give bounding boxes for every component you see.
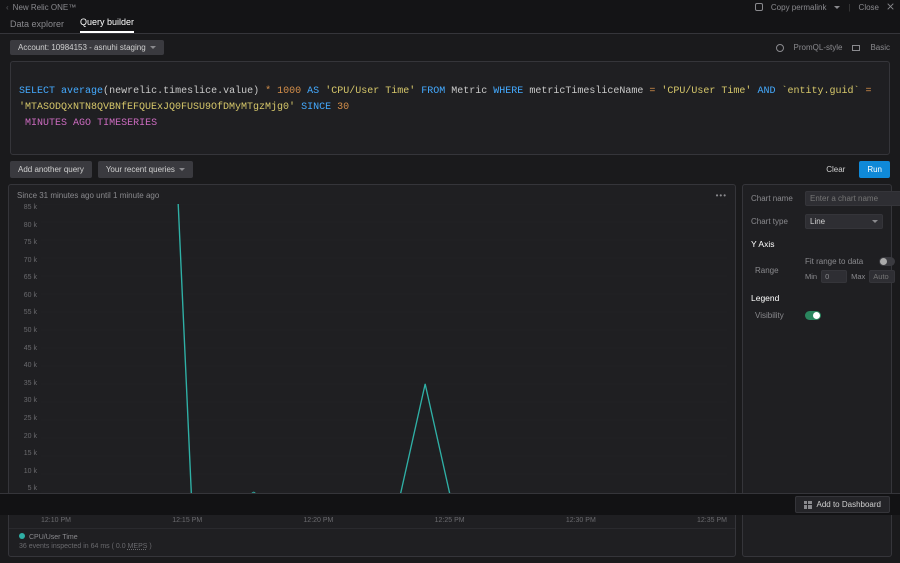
chart-body: 85 k80 k75 k70 k65 k60 k55 k50 k45 k40 k… xyxy=(9,202,735,528)
kw-select: SELECT xyxy=(19,86,55,97)
close-icon[interactable] xyxy=(887,3,894,12)
recent-label: Your recent queries xyxy=(106,165,175,174)
add-query-label: Add another query xyxy=(18,165,84,174)
legend-label: CPU/User Time xyxy=(29,534,78,541)
query-editor[interactable]: SELECT average(newrelic.timeslice.value)… xyxy=(10,61,890,155)
where-field: metricTimesliceName xyxy=(529,86,643,97)
tab-query-builder[interactable]: Query builder xyxy=(80,17,134,33)
chart-footer: CPU/User Time 36 events inspected in 64 … xyxy=(9,528,735,556)
chevron-down-icon xyxy=(150,46,156,49)
chart-type-label: Chart type xyxy=(751,217,799,226)
tabs: Data explorer Query builder xyxy=(0,14,900,34)
add-query-button[interactable]: Add another query xyxy=(10,161,92,178)
y-axis: 85 k80 k75 k70 k65 k60 k55 k50 k45 k40 k… xyxy=(17,204,37,510)
meps-link[interactable]: MEPS xyxy=(128,543,148,550)
metric-path: newrelic.timeslice.value xyxy=(109,86,253,97)
x-axis: 12:10 PM12:15 PM12:20 PM12:25 PM12:30 PM… xyxy=(41,517,727,524)
kw-from: FROM xyxy=(421,86,445,97)
close-button[interactable]: Close xyxy=(859,3,879,12)
max-input[interactable] xyxy=(869,270,895,283)
num-1000: 1000 xyxy=(277,86,301,97)
kw-ago: AGO xyxy=(73,118,91,129)
promql-toggle[interactable]: PromQL-style xyxy=(794,43,843,52)
account-picker[interactable]: Account: 10984153 - asnuhi staging xyxy=(10,40,164,55)
visibility-row: Visibility xyxy=(751,311,883,320)
eq1: = xyxy=(649,86,655,97)
chart-name-label: Chart name xyxy=(751,194,799,203)
clear-label: Clear xyxy=(826,165,845,174)
kw-where: WHERE xyxy=(493,86,523,97)
add-to-dashboard-label: Add to Dashboard xyxy=(817,500,882,509)
minmax-row: Min Max xyxy=(805,270,895,283)
chart-name-input[interactable] xyxy=(805,191,900,206)
kw-timeseries: TIMESERIES xyxy=(97,118,157,129)
min-label: Min xyxy=(805,272,817,281)
fn-average: average xyxy=(61,86,103,97)
since-val: 30 xyxy=(337,102,349,113)
gear-icon xyxy=(776,44,784,52)
chart-type-value: Line xyxy=(810,217,825,226)
copy-permalink-button[interactable]: Copy permalink xyxy=(771,3,827,12)
legend-color-icon xyxy=(19,533,25,539)
kw-as: AS xyxy=(307,86,319,97)
divider: | xyxy=(848,3,850,12)
permalink-icon xyxy=(755,3,763,11)
chart-menu-button[interactable]: ••• xyxy=(716,191,727,200)
yaxis-heading: Y Axis xyxy=(751,239,883,249)
app-topbar: ‹ New Relic ONE™ Copy permalink | Close xyxy=(0,0,900,14)
basic-toggle[interactable]: Basic xyxy=(870,43,890,52)
alias: 'CPU/User Time' xyxy=(325,86,415,97)
time-range-label: Since 31 minutes ago until 1 minute ago xyxy=(17,191,159,200)
chart-type-row: Chart type Line xyxy=(751,214,883,229)
guid-val: 'MTASODQxNTN8QVBNfEFQUExJQ0FUSU9OfDMyMTg… xyxy=(19,102,295,113)
tab-data-explorer[interactable]: Data explorer xyxy=(10,19,64,33)
fit-range-toggle[interactable] xyxy=(879,257,895,266)
basic-icon xyxy=(852,45,860,51)
fit-range-label: Fit range to data xyxy=(805,257,863,266)
back-icon[interactable]: ‹ xyxy=(6,3,9,12)
clear-button[interactable]: Clear xyxy=(818,161,853,178)
query-editor-wrap: SELECT average(newrelic.timeslice.value)… xyxy=(0,61,900,155)
brand: New Relic ONE™ xyxy=(13,3,77,12)
kw-and: AND xyxy=(757,86,775,97)
range-label: Range xyxy=(751,266,799,275)
recent-queries-button[interactable]: Your recent queries xyxy=(98,161,193,178)
guid-field: `entity.guid` xyxy=(781,86,859,97)
run-button[interactable]: Run xyxy=(859,161,890,178)
legend-heading: Legend xyxy=(751,293,883,303)
dashboard-icon xyxy=(804,501,812,509)
inspected-tail: ) xyxy=(147,543,151,550)
chart-name-row: Chart name xyxy=(751,191,883,206)
chevron-down-icon xyxy=(179,168,185,171)
chart-plot[interactable] xyxy=(41,204,727,510)
permalink-caret-icon[interactable] xyxy=(834,6,840,9)
kw-since: SINCE xyxy=(301,102,331,113)
legend-item[interactable]: CPU/User Time xyxy=(19,533,725,541)
add-to-dashboard-button[interactable]: Add to Dashboard xyxy=(795,496,891,513)
account-label: Account: 10984153 - asnuhi staging xyxy=(18,43,146,52)
min-input[interactable] xyxy=(821,270,847,283)
metric: Metric xyxy=(451,86,487,97)
where-val: 'CPU/User Time' xyxy=(661,86,751,97)
visibility-label: Visibility xyxy=(751,311,799,320)
inspected-line: 36 events inspected in 64 ms ( 0.0 MEPS … xyxy=(19,543,725,550)
chevron-down-icon xyxy=(872,220,878,223)
query-actions: Add another query Your recent queries Cl… xyxy=(0,155,900,184)
max-label: Max xyxy=(851,272,865,281)
account-row: Account: 10984153 - asnuhi staging PromQ… xyxy=(0,34,900,61)
visibility-toggle[interactable] xyxy=(805,311,821,320)
chart-type-select[interactable]: Line xyxy=(805,214,883,229)
range-row: Range Fit range to data Min Max xyxy=(751,257,883,283)
chart-header: Since 31 minutes ago until 1 minute ago … xyxy=(9,185,735,202)
eq2: = xyxy=(866,86,872,97)
kw-minutes: MINUTES xyxy=(25,118,67,129)
bottom-bar: Add to Dashboard xyxy=(0,493,900,515)
run-label: Run xyxy=(867,165,882,174)
inspected-text: 36 events inspected in 64 ms ( 0.0 xyxy=(19,543,128,550)
